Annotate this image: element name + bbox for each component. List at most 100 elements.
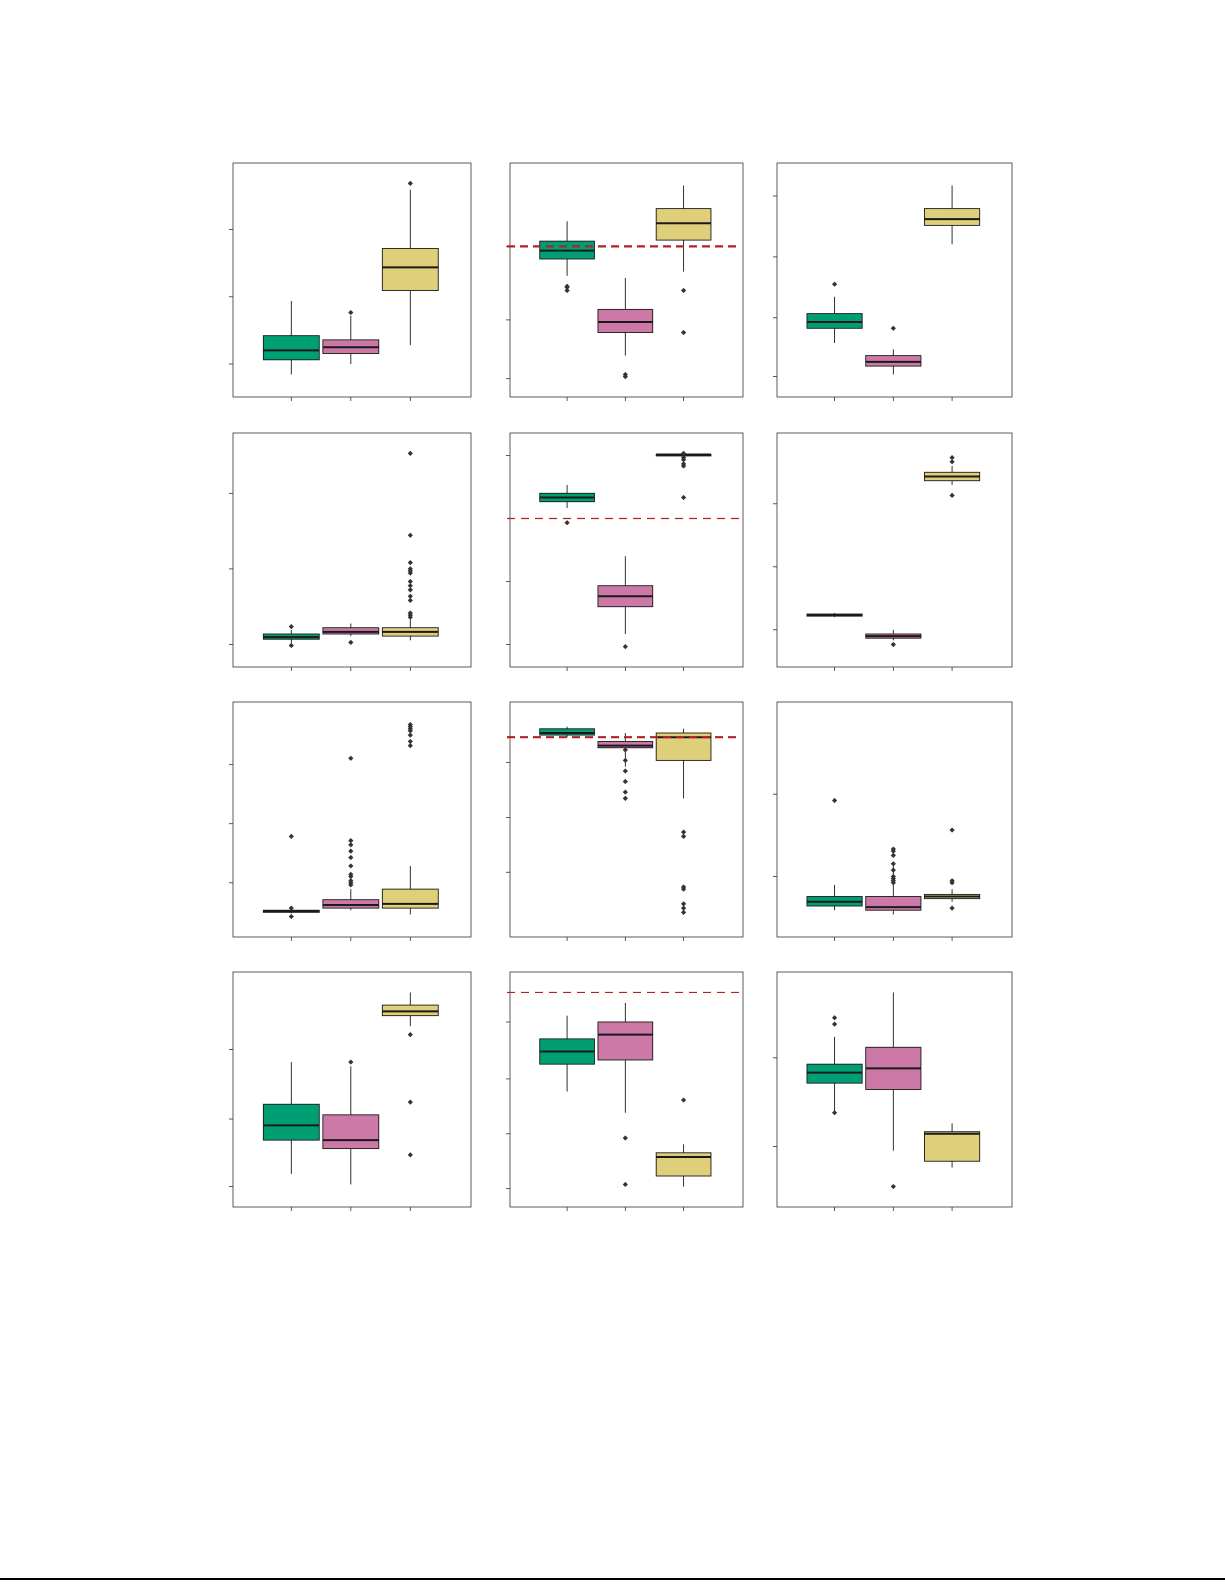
- panel-7: [229, 701, 472, 941]
- outlier-point: [407, 566, 413, 572]
- outlier-point: [680, 494, 687, 501]
- outlier-point: [348, 848, 354, 854]
- box-yellow: [381, 1004, 439, 1017]
- outlier-point: [831, 1021, 838, 1027]
- box-green: [806, 313, 863, 329]
- box-pink: [322, 899, 380, 909]
- outlier-point: [680, 450, 687, 456]
- outlier-point: [890, 873, 896, 880]
- panel-4: [229, 432, 472, 671]
- outlier-point: [680, 329, 687, 336]
- outlier-point: [407, 180, 413, 186]
- outlier-point: [831, 281, 838, 287]
- box-yellow: [655, 208, 712, 241]
- box-yellow: [924, 1131, 981, 1162]
- outlier-point: [949, 827, 955, 833]
- box-yellow: [655, 1152, 712, 1177]
- panel-6: [773, 432, 1013, 671]
- outlier-point: [407, 743, 413, 749]
- outlier-point: [407, 610, 413, 616]
- box-green: [262, 335, 320, 361]
- outlier-point: [622, 768, 628, 774]
- outlier-point: [680, 901, 687, 907]
- panel-10: [229, 971, 472, 1211]
- box-pink: [597, 308, 654, 333]
- outlier-point: [680, 909, 687, 915]
- outlier-point: [407, 583, 413, 589]
- outlier-point: [348, 842, 354, 848]
- outlier-point: [680, 287, 687, 294]
- outlier-point: [407, 1099, 413, 1105]
- outlier-point: [949, 455, 955, 461]
- outlier-point: [890, 1183, 896, 1190]
- outlier-point: [622, 747, 628, 753]
- outlier-point: [680, 457, 687, 463]
- box-green: [262, 1103, 320, 1141]
- panel-5: [506, 432, 744, 671]
- outlier-point: [348, 863, 354, 869]
- outlier-point: [890, 852, 896, 858]
- outlier-point: [949, 459, 955, 465]
- panel-frame: [509, 162, 744, 398]
- outlier-point: [288, 642, 294, 649]
- outlier-point: [407, 560, 413, 566]
- outlier-point: [890, 861, 896, 867]
- page-bottom-rule: [0, 1578, 1225, 1580]
- outlier-point: [288, 833, 294, 839]
- outlier-point: [288, 913, 294, 920]
- box-yellow: [381, 248, 439, 291]
- outlier-point: [407, 593, 413, 599]
- panel-frame: [776, 432, 1013, 668]
- outlier-point: [949, 492, 955, 498]
- outlier-point: [564, 283, 570, 289]
- outlier-point: [622, 371, 628, 378]
- outlier-point: [622, 644, 628, 650]
- outlier-point: [407, 532, 413, 538]
- outlier-point: [407, 738, 413, 745]
- outlier-point: [680, 833, 687, 839]
- outlier-point: [407, 721, 413, 728]
- panel-12: [773, 971, 1013, 1211]
- outlier-point: [622, 1135, 628, 1141]
- outlier-point: [288, 624, 294, 630]
- box-green: [806, 1063, 863, 1084]
- outlier-point: [831, 1015, 838, 1021]
- outlier-point: [407, 587, 413, 593]
- outlier-point: [564, 287, 570, 294]
- panel-9: [773, 701, 1013, 941]
- outlier-point: [680, 829, 687, 835]
- outlier-point: [622, 1181, 628, 1188]
- outlier-point: [622, 795, 628, 801]
- outlier-point: [890, 325, 896, 331]
- panel-8: [506, 701, 744, 941]
- outlier-point: [348, 838, 354, 844]
- outlier-point: [890, 846, 896, 852]
- outlier-point: [949, 905, 955, 911]
- box-pink: [322, 627, 380, 635]
- outlier-point: [622, 789, 628, 795]
- outlier-point: [680, 1097, 687, 1103]
- outlier-point: [407, 732, 413, 738]
- outlier-point: [348, 854, 354, 861]
- outlier-point: [622, 778, 628, 785]
- outlier-point: [564, 520, 570, 526]
- outlier-point: [622, 757, 628, 764]
- outlier-point: [348, 309, 354, 316]
- outlier-point: [680, 886, 687, 892]
- box-yellow: [924, 208, 981, 226]
- outlier-point: [407, 597, 413, 603]
- box-pink: [322, 1114, 380, 1150]
- outlier-point: [680, 463, 687, 469]
- outlier-point: [407, 1152, 413, 1158]
- box-yellow: [381, 888, 439, 909]
- outlier-point: [348, 878, 354, 884]
- panel-3: [773, 162, 1013, 401]
- outlier-point: [680, 905, 687, 911]
- panel-frame: [509, 432, 744, 668]
- outlier-point: [348, 871, 354, 877]
- box-pink: [597, 740, 654, 749]
- outlier-point: [407, 450, 413, 456]
- outlier-point: [949, 878, 955, 884]
- outlier-point: [407, 578, 413, 585]
